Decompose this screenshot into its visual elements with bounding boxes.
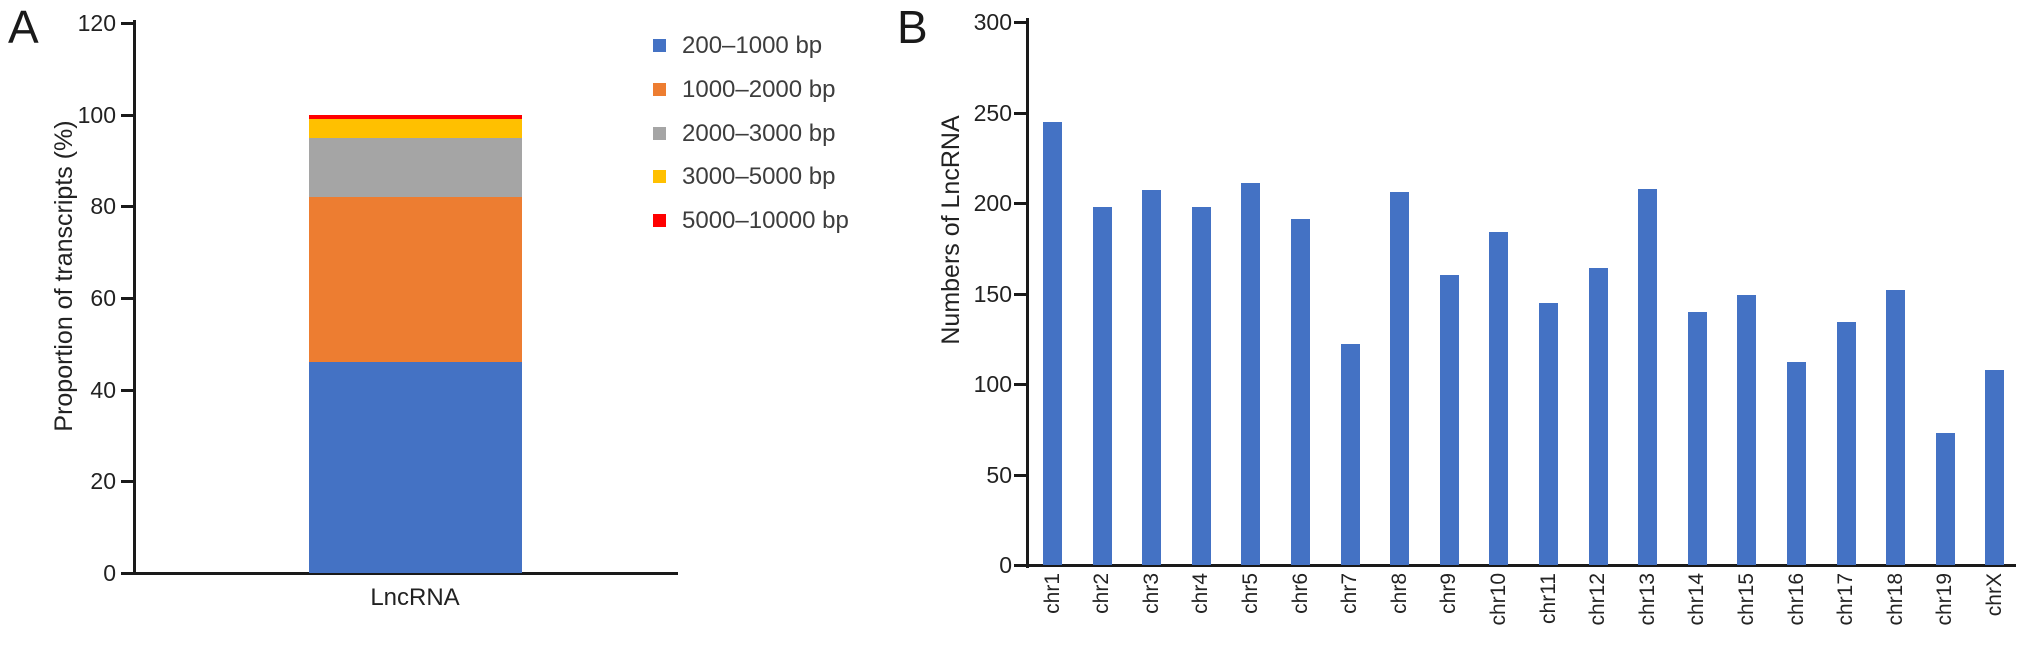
- panel-b-bar-chr11: [1539, 303, 1558, 565]
- legend-swatch-icon: [653, 39, 666, 52]
- panel-b-bar-chr16: [1787, 362, 1806, 565]
- panel-b-y-tick-label: 300: [973, 9, 1012, 35]
- panel-b-letter: B: [897, 1, 928, 53]
- panel-b-x-tick-label-chr11: chr11: [1537, 573, 1560, 624]
- panel-b-x-tick-label-chr19: chr19: [1933, 573, 1956, 626]
- panel-b-bar-chr14: [1688, 312, 1707, 565]
- panel-b-y-tick-label: 150: [973, 281, 1012, 307]
- panel-b-x-axis-line: [1026, 564, 2016, 567]
- panel-b-x-tick-label-chrX: chrX: [1983, 573, 2006, 617]
- panel-b-bar-chr4: [1192, 207, 1211, 565]
- panel-b-y-tick-mark: [1014, 21, 1026, 24]
- panel-a-y-axis-line: [133, 20, 136, 574]
- legend-label: 3000–5000 bp: [682, 163, 836, 190]
- panel-b-bar-chr19: [1936, 433, 1955, 565]
- legend-swatch-icon: [653, 127, 666, 140]
- panel-a-y-tick-label: 100: [77, 102, 116, 128]
- panel-a-letter: A: [8, 1, 39, 53]
- panel-a-y-tick-mark: [121, 205, 133, 208]
- panel-a-y-tick-mark: [121, 480, 133, 483]
- panel-a-y-tick-mark: [121, 297, 133, 300]
- panel-a-y-tick-label: 40: [90, 377, 116, 403]
- panel-b-x-tick-label-chr6: chr6: [1289, 573, 1312, 614]
- panel-b-x-tick-label-chr14: chr14: [1685, 573, 1708, 626]
- panel-b-y-tick-label: 0: [999, 552, 1012, 578]
- panel-a-bar-segment: [309, 119, 522, 138]
- panel-b-x-tick-label-chr16: chr16: [1785, 573, 1808, 626]
- panel-a-y-tick-mark: [121, 572, 133, 575]
- panel-b-x-tick-label-chr4: chr4: [1189, 573, 1212, 614]
- panel-a-y-tick-mark: [121, 114, 133, 117]
- panel-b-y-tick-mark: [1014, 383, 1026, 386]
- panel-b-bar-chr1: [1043, 122, 1062, 565]
- panel-a-y-tick-label: 80: [90, 193, 116, 219]
- panel-a-y-tick-label: 60: [90, 285, 116, 311]
- legend-label: 5000–10000 bp: [682, 207, 849, 234]
- panel-b-x-tick-label-chr5: chr5: [1239, 573, 1262, 614]
- panel-b-bar-chr2: [1093, 207, 1112, 565]
- panel-b-bar-chr15: [1737, 295, 1756, 565]
- panel-b-x-tick-label-chr13: chr13: [1636, 573, 1659, 626]
- panel-b-y-tick-label: 100: [973, 371, 1012, 397]
- panel-a-y-tick-label: 20: [90, 468, 116, 494]
- panel-b-bar-chr5: [1241, 183, 1260, 565]
- panel-b-bar-chr8: [1390, 192, 1409, 565]
- panel-b-x-tick-label-chr12: chr12: [1586, 573, 1609, 626]
- panel-a-bar-segment: [309, 362, 522, 573]
- legend-label: 1000–2000 bp: [682, 76, 836, 103]
- panel-b-bar-chr18: [1886, 290, 1905, 565]
- panel-b-x-tick-label-chr17: chr17: [1834, 573, 1857, 626]
- panel-b-bar-chr17: [1837, 322, 1856, 565]
- panel-b-bar-chrX: [1985, 370, 2004, 565]
- panel-b-x-tick-label-chr9: chr9: [1437, 573, 1460, 614]
- panel-a-bar-segment: [309, 115, 522, 119]
- panel-b-x-tick-label-chr8: chr8: [1388, 573, 1411, 614]
- panel-b-y-axis-line: [1026, 18, 1029, 568]
- panel-b-y-tick-mark: [1014, 474, 1026, 477]
- legend-swatch-icon: [653, 83, 666, 96]
- panel-b-x-tick-label-chr15: chr15: [1735, 573, 1758, 626]
- legend-swatch-icon: [653, 170, 666, 183]
- panel-b-bar-chr10: [1489, 232, 1508, 565]
- legend-label: 2000–3000 bp: [682, 120, 836, 147]
- panel-b-bar-chr3: [1142, 190, 1161, 565]
- panel-b-y-tick-mark: [1014, 564, 1026, 567]
- panel-b-x-tick-label-chr7: chr7: [1338, 573, 1361, 614]
- panel-b-bar-chr9: [1440, 275, 1459, 565]
- panel-a-bar-segment: [309, 138, 522, 197]
- panel-b-y-tick-mark: [1014, 293, 1026, 296]
- panel-b-y-tick-label: 200: [973, 190, 1012, 216]
- panel-b-y-tick-label: 250: [973, 100, 1012, 126]
- panel-b-bar-chr13: [1638, 189, 1657, 565]
- panel-a-y-tick-mark: [121, 22, 133, 25]
- panel-b-y-tick-label: 50: [986, 462, 1012, 488]
- panel-b-x-tick-label-chr18: chr18: [1884, 573, 1907, 626]
- panel-a-x-category-label: LncRNA: [370, 584, 460, 611]
- panel-a-y-tick-mark: [121, 389, 133, 392]
- panel-b-x-tick-label-chr3: chr3: [1140, 573, 1163, 614]
- panel-b-bar-chr7: [1341, 344, 1360, 565]
- legend-swatch-icon: [653, 214, 666, 227]
- panel-a-y-tick-label: 120: [77, 10, 116, 36]
- panel-b-x-tick-label-chr1: chr1: [1041, 573, 1064, 614]
- panel-b-y-tick-mark: [1014, 202, 1026, 205]
- legend-label: 200–1000 bp: [682, 32, 823, 59]
- panel-a-legend: 200–1000 bp 1000–2000 bp 2000–3000 bp 3000–…: [653, 0, 973, 260]
- panel-b-bar-chr12: [1589, 268, 1608, 565]
- panel-b-x-tick-label-chr2: chr2: [1090, 573, 1113, 614]
- panel-a-bar-segment: [309, 197, 522, 362]
- panel-b-y-tick-mark: [1014, 112, 1026, 115]
- panel-b-x-tick-label-chr10: chr10: [1487, 573, 1510, 626]
- panel-b-bar-chr6: [1291, 219, 1310, 565]
- panel-a-y-tick-label: 0: [103, 560, 116, 586]
- panel-a-x-axis-line: [133, 572, 678, 575]
